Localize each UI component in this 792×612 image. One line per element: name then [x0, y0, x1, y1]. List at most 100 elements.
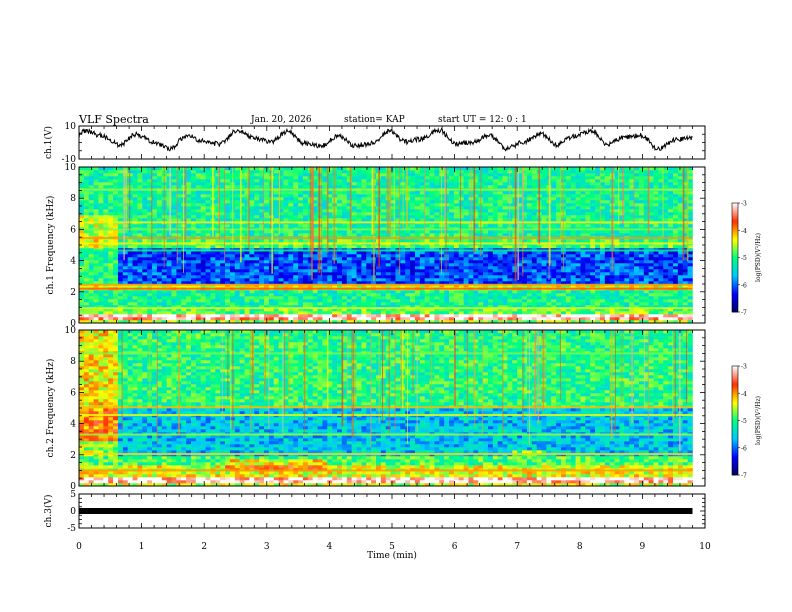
spectrogram-cell [400, 302, 406, 306]
spectrogram-cell [88, 212, 94, 216]
spectrogram-cell [526, 308, 533, 312]
spectrogram-cell [405, 302, 411, 306]
spectrogram-cell [259, 320, 265, 324]
spectrogram-cell [492, 305, 499, 309]
spectrogram-cell [517, 179, 523, 183]
spectrogram-cell [88, 203, 94, 207]
spectrogram-cell [283, 281, 289, 285]
spectrogram-cell [152, 260, 158, 264]
spectrogram-cell [356, 203, 362, 207]
spectrogram-cell [312, 293, 318, 297]
spectrogram-cell [288, 185, 294, 189]
spectrogram-cell [171, 233, 177, 237]
spectrogram-cell [458, 170, 464, 174]
spectrogram-cell [327, 224, 333, 228]
spectrogram-cell [463, 197, 469, 201]
spectrogram-cell [293, 197, 299, 201]
spectrogram-cell [93, 314, 99, 318]
spectrogram-cell [356, 308, 362, 312]
spectrogram-cell [88, 245, 94, 249]
spectrogram-cell [453, 194, 460, 198]
spectrogram-cell [83, 263, 90, 267]
spectrogram-cell [341, 275, 348, 279]
spectrogram-cell [283, 203, 289, 207]
spectrogram-cell [419, 269, 425, 273]
spectrogram-cell [380, 200, 387, 204]
spectrogram-cell [176, 260, 182, 264]
spectrogram-cell [239, 314, 245, 318]
spectrogram-cell [127, 209, 133, 213]
spectrogram-cell [288, 290, 294, 294]
spectrogram-cell [108, 320, 114, 324]
spectrogram-cell [225, 314, 231, 318]
spectrogram-cell [98, 191, 104, 195]
spectrogram-cell [259, 263, 265, 267]
spectrogram-cell [395, 176, 401, 180]
spectrogram-cell [492, 296, 499, 300]
spectrogram-cell [317, 224, 323, 228]
spectrogram-cell [400, 263, 406, 267]
spectrogram-cell [473, 281, 479, 285]
spectrogram-cell [298, 311, 304, 315]
spectrogram-cell [220, 257, 226, 261]
spectrogram-cell [356, 167, 362, 171]
spectrogram-cell [439, 245, 445, 249]
spectrogram-cell [395, 209, 401, 213]
spectrogram-cell [444, 278, 450, 282]
spectrogram-cell [293, 203, 299, 207]
spectrogram-cell [176, 254, 182, 258]
spectrogram-cell [127, 320, 133, 324]
spectrogram-cell [473, 305, 479, 309]
spectrogram-cell [220, 194, 226, 198]
spectrogram-cell [113, 215, 119, 219]
spectrogram-cell [322, 185, 328, 189]
spectrogram-cell [410, 197, 416, 201]
spectrogram-cell [298, 254, 304, 258]
spectrogram-cell [132, 311, 138, 315]
spectrogram-cell [376, 320, 382, 324]
spectrogram-cell [356, 176, 362, 180]
spectrogram-cell [239, 269, 245, 273]
spectrogram-cell [117, 218, 124, 222]
spectrogram-cell [234, 185, 240, 189]
spectrogram-cell [229, 314, 236, 318]
spectrogram-cell [200, 260, 206, 264]
spectrogram-cell [83, 191, 90, 195]
spectrogram-cell [220, 209, 226, 213]
spectrogram-cell [220, 260, 226, 264]
spectrogram-cell [502, 302, 508, 306]
spectrogram-cell [268, 311, 275, 315]
spectrogram-cell [244, 317, 250, 321]
spectrogram-cell [132, 293, 138, 297]
spectrogram-cell [195, 197, 202, 201]
spectrogram-cell [419, 209, 425, 213]
spectrogram-cell [502, 254, 508, 258]
spectrogram-cell [156, 275, 163, 279]
spectrogram-cell [487, 278, 494, 282]
spectrogram-cell [200, 203, 206, 207]
spectrogram-cell [132, 272, 138, 276]
spectrogram-cell [434, 272, 440, 276]
spectrogram-cell [424, 218, 430, 222]
spectrogram-cell [502, 320, 508, 324]
spectrogram-cell [458, 194, 464, 198]
spectrogram-cell [414, 251, 421, 255]
spectrogram-cell [93, 179, 99, 183]
spectrogram-cell [337, 278, 343, 282]
spectrogram-cell [317, 179, 323, 183]
spectrogram-cell [497, 230, 503, 234]
spectrogram-cell [132, 170, 138, 174]
spectrogram-cell [410, 296, 416, 300]
spectrogram-cell [142, 230, 148, 234]
spectrogram-cell [327, 311, 333, 315]
spectrogram-cell [522, 167, 528, 171]
spectrogram-cell [200, 320, 206, 324]
spectrogram-cell [205, 176, 211, 180]
spectrogram-cell [458, 230, 464, 234]
spectrogram-cell [210, 302, 216, 306]
spectrogram-cell [220, 176, 226, 180]
spectrogram-cell [152, 275, 158, 279]
spectrogram-cell [210, 305, 216, 309]
spectrogram-cell [254, 179, 260, 183]
spectrogram-cell [302, 257, 309, 261]
